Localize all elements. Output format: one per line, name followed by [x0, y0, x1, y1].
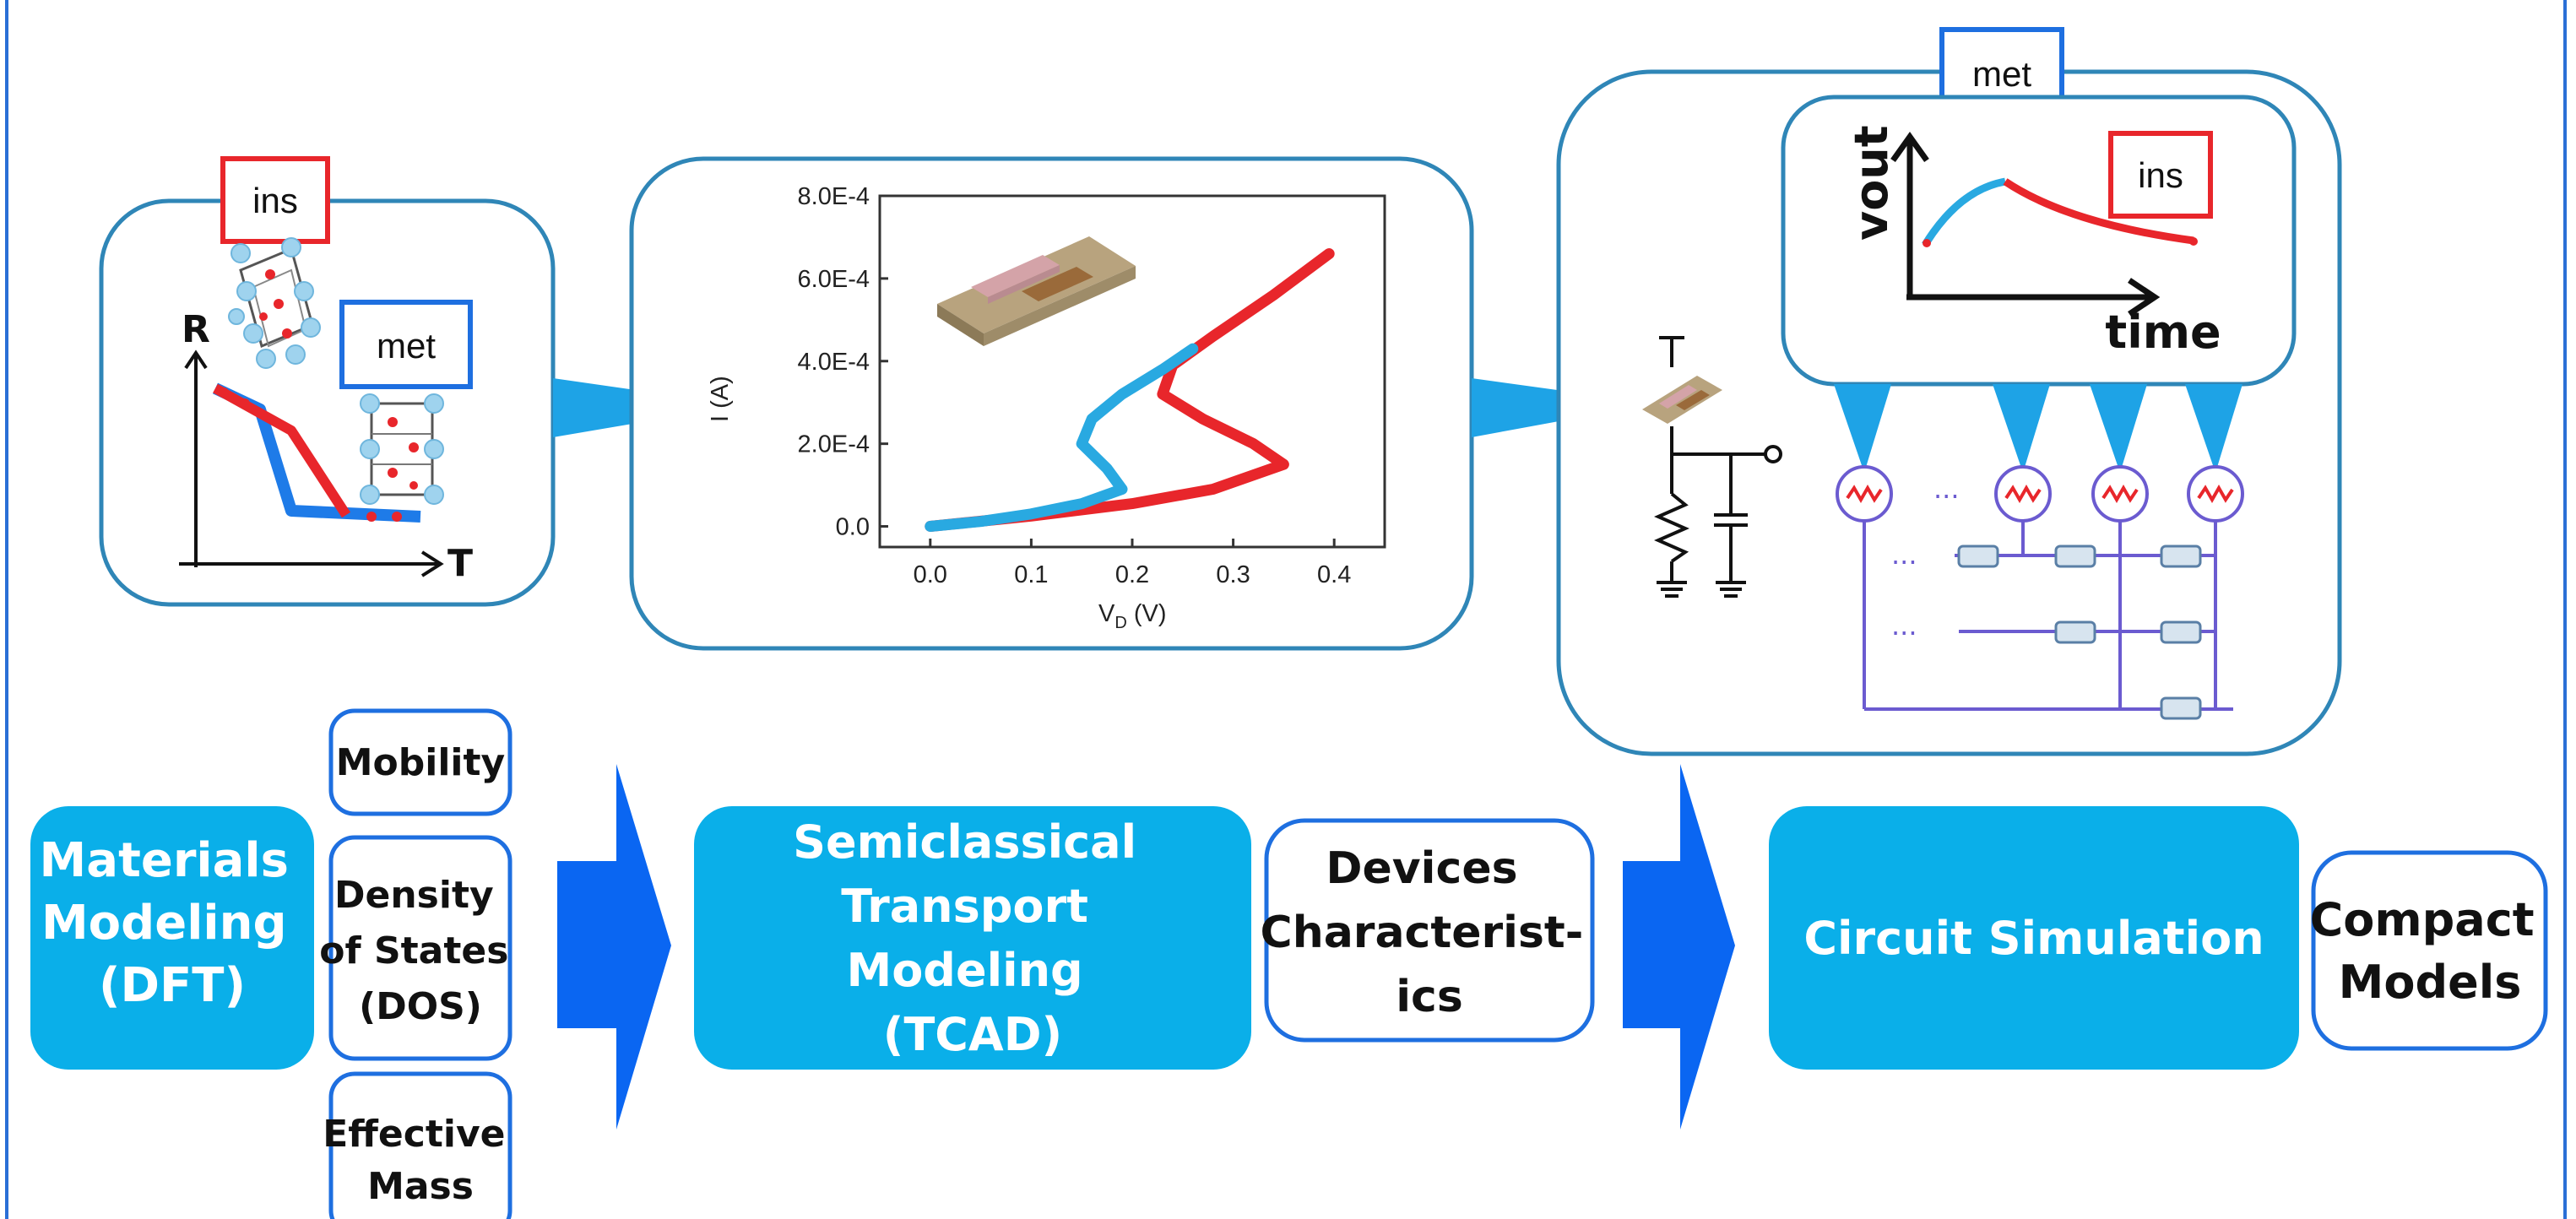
x-tick-label: 0.0: [914, 561, 947, 588]
semiclassical-box: [694, 806, 1251, 1070]
mobility-label: Mobility: [336, 741, 505, 784]
materials-panel: ins met R: [99, 156, 556, 607]
oscillator-pointers: [1834, 384, 2242, 473]
compact-models-box: [2311, 850, 2548, 1051]
materials-ins-tag-box: [220, 156, 330, 244]
materials-met-tag: met: [377, 326, 436, 366]
time-label: time: [2105, 306, 2221, 359]
circuit-panel: met vout time ins ... .: [1556, 27, 2342, 756]
compact-models-label: Compact Models: [2310, 893, 2551, 1009]
materials-ins-tag: ins: [252, 181, 298, 220]
dos-box: [328, 835, 512, 1061]
y-tick-label: 4.0E-4: [798, 349, 870, 376]
y-tick-label: 0.0: [836, 514, 870, 541]
vout-label: vout: [1845, 125, 1898, 241]
iv-chart: 0.0 0.1 0.2 0.3 0.4 0.0 2.0E-4 4.0E-4 6.0E-4 8.0E…: [707, 183, 1386, 632]
devices-label: Devices Characterist- ics: [1261, 843, 1599, 1022]
effective-mass-label: Effective Mass: [323, 1113, 518, 1208]
circuit-simulation-box: [1769, 806, 2299, 1070]
circuit-ins-tag-box: [2108, 131, 2213, 219]
vout-curve-red: [2003, 178, 2194, 245]
resistors: [1957, 544, 2202, 720]
t-axis-label: T: [447, 542, 473, 585]
circuit-ins-tag: ins: [2138, 155, 2183, 195]
x-tick-label: 0.1: [1014, 561, 1048, 588]
flow-arrow-2: [1623, 764, 1735, 1130]
dots-2: ...: [1891, 539, 1917, 571]
semiclassical-label: Semiclassical Transport Modeling (TCAD): [793, 815, 1152, 1061]
materials-panel-border: [99, 198, 556, 607]
x-tick-label: 0.3: [1216, 561, 1250, 588]
iv-panel: 0.0 0.1 0.2 0.3 0.4 0.0 2.0E-4 4.0E-4 6.0E-4 8.0E…: [629, 156, 1474, 651]
materials-met-tag-box: [339, 300, 473, 389]
dos-label: Density of States (DOS): [319, 874, 522, 1028]
vout-curve-blue: [1922, 177, 2006, 247]
x-tick-label: 0.4: [1317, 561, 1351, 588]
y-tick-label: 2.0E-4: [798, 431, 870, 458]
dots-1: ...: [1933, 473, 1960, 505]
devices-box: [1264, 818, 1595, 1043]
flow-arrow-1: [557, 764, 671, 1130]
dots-3: ...: [1891, 610, 1917, 642]
y-tick-label: 6.0E-4: [798, 266, 870, 293]
y-tick-label: 8.0E-4: [798, 183, 870, 210]
y-axis-label: I (A): [707, 376, 734, 422]
crystal-structure-met: [360, 393, 444, 505]
iv-curve-blue: [925, 343, 1199, 532]
iv-curve-red: [925, 248, 1335, 532]
r-axis-label: R: [182, 308, 210, 351]
x-tick-label: 0.2: [1115, 561, 1149, 588]
circuit-simulation-label: Circuit Simulation: [1803, 912, 2264, 965]
crystal-structure-ins: [228, 237, 321, 369]
materials-modeling-label: Materials Modeling (DFT): [40, 833, 306, 1013]
mobility-box: [328, 708, 512, 816]
materials-modeling-box: [30, 806, 314, 1070]
circuit-met-tag: met: [1972, 54, 2031, 94]
outer-frame: [5, 0, 2567, 1219]
x-axis-label: VD (V): [1098, 600, 1167, 632]
effective-mass-box: [328, 1071, 512, 1219]
device-rc-circuit: [1642, 336, 1782, 598]
device-inset: [937, 236, 1136, 346]
